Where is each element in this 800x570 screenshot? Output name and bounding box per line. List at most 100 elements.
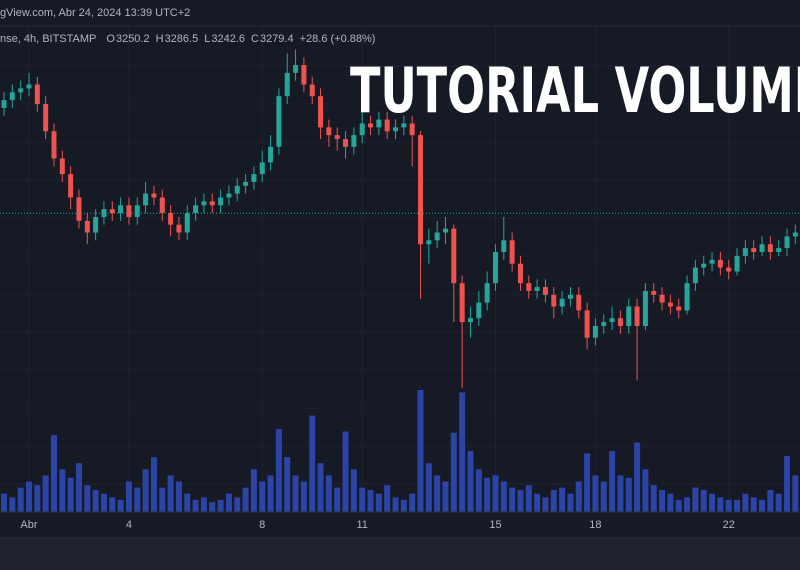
candle-body: [559, 298, 565, 307]
volume-bar: [125, 481, 132, 512]
candle-body: [426, 240, 432, 245]
candle-body: [401, 123, 407, 128]
candle-body: [118, 205, 124, 214]
volume-bar: [792, 475, 799, 512]
candle-body: [93, 216, 99, 233]
candle-body: [751, 248, 757, 252]
candle-body: [334, 135, 340, 140]
volume-bar: [742, 493, 749, 512]
volume-bar: [525, 485, 532, 512]
volume-bar: [25, 481, 32, 512]
candle-body: [634, 306, 640, 326]
candle-body: [409, 123, 415, 136]
volume-bar: [250, 469, 257, 512]
x-tick-label: Abr: [20, 519, 37, 531]
candle-body: [642, 290, 648, 326]
volume-bar: [1, 493, 7, 512]
candle-body: [476, 302, 482, 319]
volume-bar: [492, 475, 499, 512]
candle-body: [34, 84, 40, 104]
candle-body: [609, 318, 615, 323]
plot-area: [0, 49, 800, 512]
volume-bar: [350, 469, 357, 512]
volume-bar: [384, 485, 391, 512]
volume-bar: [642, 469, 649, 512]
candle-body: [218, 197, 224, 206]
candle-body: [792, 232, 798, 237]
ohlc-legend: nse, 4h, BITSTAMP O 3250.2 H 3286.5 L 3242.6 C…: [0, 33, 375, 45]
volume-bar: [342, 431, 349, 512]
candle-body: [1, 100, 7, 108]
volume-bar: [500, 481, 507, 512]
candle-body: [492, 252, 498, 284]
volume-bar: [217, 499, 224, 512]
candle-body: [459, 283, 465, 323]
candle-body: [201, 201, 207, 206]
candle-body: [18, 88, 24, 93]
candle-body: [259, 162, 265, 175]
candle-body: [84, 220, 90, 233]
candle-body: [759, 244, 765, 252]
volume-bar: [59, 469, 66, 512]
volume-bar: [575, 481, 582, 512]
ohlc-label: O: [106, 33, 115, 45]
volume-bar: [334, 487, 341, 512]
volume-bar: [175, 481, 182, 512]
candle-body: [76, 197, 82, 221]
candle-body: [326, 127, 332, 136]
volume-bar: [34, 485, 41, 512]
candle-body: [567, 294, 573, 299]
volume-bar: [534, 493, 541, 512]
volume-bar: [659, 490, 666, 512]
candle-body: [692, 267, 698, 284]
volume-bar: [442, 481, 449, 512]
candle-body: [776, 248, 782, 252]
volume-bar: [134, 487, 141, 512]
volume-bar: [650, 485, 657, 512]
volume-bar: [92, 490, 99, 512]
volume-bar: [100, 493, 107, 512]
candle-body: [667, 302, 673, 307]
candle-body: [284, 72, 290, 97]
volume-bar: [367, 490, 374, 512]
volume-bar: [309, 415, 316, 512]
candle-body: [301, 65, 307, 85]
grid: [0, 26, 800, 512]
candle-body: [534, 287, 540, 291]
volume-bar: [192, 499, 199, 512]
candle-body: [726, 267, 732, 272]
volume-bar: [67, 477, 74, 512]
ohlc-value: 3242.6: [211, 33, 245, 45]
volume-bar: [84, 485, 91, 512]
volume-bar: [484, 477, 491, 512]
x-tick-label: 22: [723, 519, 735, 531]
volume-bar: [725, 499, 732, 512]
candle-body: [126, 205, 132, 217]
candle-body: [501, 240, 507, 252]
candle-body: [309, 84, 315, 97]
candle-body: [742, 248, 748, 256]
candle-body: [168, 213, 174, 225]
x-tick-label: 4: [126, 519, 132, 531]
volume-bar: [784, 455, 791, 512]
volume-bar: [317, 463, 324, 512]
candle-body: [293, 65, 299, 73]
ohlc-value: 3279.4: [260, 33, 294, 45]
candle-body: [359, 123, 365, 136]
volume-bar: [234, 497, 241, 512]
volume-bar: [542, 497, 549, 512]
volume-bar: [734, 499, 741, 512]
volume-bar: [509, 487, 516, 512]
candle-body: [151, 193, 157, 198]
volume-bar: [109, 497, 116, 512]
candle-body: [376, 119, 382, 128]
candle-body: [368, 123, 374, 128]
source-line: gView.com, Abr 24, 2024 13:39 UTC+2: [0, 7, 190, 19]
volume-bar: [242, 487, 249, 512]
candle-body: [193, 205, 199, 214]
candle-body: [351, 135, 357, 147]
volume-bar: [9, 497, 16, 512]
top-bar: [0, 0, 800, 26]
